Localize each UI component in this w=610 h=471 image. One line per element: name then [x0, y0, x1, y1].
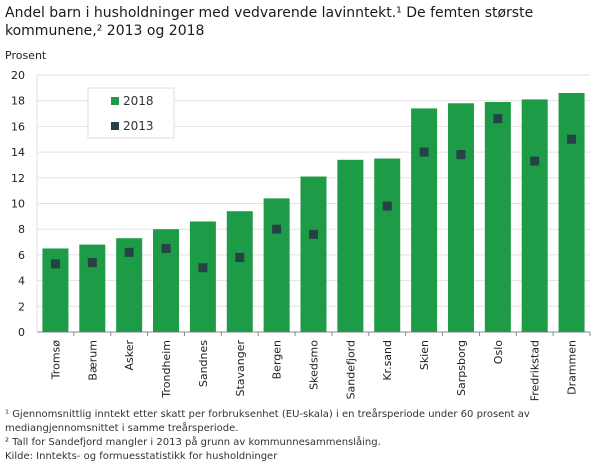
y-tick-label: 20	[11, 69, 25, 82]
x-tick-label: Bærum	[86, 340, 99, 381]
x-tick-label: Oslo	[492, 340, 505, 364]
x-tick-label: Sandnes	[197, 340, 210, 387]
x-tick-label: Stavanger	[234, 340, 247, 397]
x-tick-label: Kr.sand	[381, 340, 394, 381]
x-tick-label: Asker	[123, 340, 136, 371]
bar-2018	[484, 101, 511, 332]
bar-2018	[411, 108, 438, 332]
legend-swatch-2013	[111, 122, 119, 130]
marker-2013	[198, 263, 208, 273]
y-axis-label: Prosent	[5, 49, 47, 62]
marker-2013	[456, 150, 466, 160]
y-tick-label: 4	[18, 275, 25, 288]
y-tick-label: 14	[11, 146, 25, 159]
marker-2013	[419, 147, 429, 157]
marker-2013	[87, 258, 97, 268]
bar-2018	[558, 92, 585, 333]
source-note: Kilde: Inntekts- og formuesstatistikk fo…	[5, 451, 278, 462]
x-tick-label: Fredrikstad	[529, 340, 542, 401]
marker-2013	[50, 259, 60, 269]
y-tick-label: 0	[18, 326, 25, 339]
x-tick-label: Tromsø	[49, 340, 62, 381]
bar-2018	[337, 159, 364, 332]
marker-2013	[124, 247, 134, 257]
chart-title: Andel barn i husholdninger med vedvarend…	[5, 5, 534, 39]
x-tick-label: Skien	[418, 340, 431, 370]
y-tick-label: 12	[11, 172, 25, 185]
x-tick-label: Bergen	[271, 340, 284, 379]
footnote-1: ¹ Gjennomsnittlig inntekt etter skatt pe…	[5, 409, 530, 434]
legend-box	[87, 87, 175, 139]
x-tick-label: Drammen	[566, 340, 579, 395]
bar-2018	[300, 176, 327, 332]
marker-2013	[161, 243, 171, 253]
legend-swatch-2018	[111, 97, 119, 105]
bar-2018	[374, 158, 401, 332]
marker-2013	[530, 156, 540, 166]
bar-2018	[447, 103, 474, 333]
footnote-2: ² Tall for Sandefjord mangler i 2013 på …	[5, 437, 381, 448]
x-tick-label: Sandefjord	[344, 340, 357, 399]
bar-2018	[226, 211, 253, 332]
marker-2013	[272, 224, 282, 234]
marker-2013	[235, 252, 245, 262]
x-tick-label: Trondheim	[160, 340, 173, 399]
y-tick-label: 18	[11, 95, 25, 108]
bar-2018	[263, 198, 290, 332]
legend-label-2013: 2013	[123, 119, 154, 133]
x-tick-label: Sarpsborg	[455, 340, 468, 396]
legend-label-2018: 2018	[123, 94, 154, 108]
marker-2013	[382, 201, 392, 211]
marker-2013	[493, 114, 503, 124]
bar-2018	[189, 221, 216, 332]
y-tick-label: 16	[11, 120, 25, 133]
bar-2018	[79, 244, 106, 332]
y-tick-label: 2	[18, 300, 25, 313]
x-tick-label: Skedsmo	[308, 340, 321, 390]
y-tick-label: 8	[18, 223, 25, 236]
y-tick-label: 6	[18, 249, 25, 262]
marker-2013	[309, 229, 318, 239]
bar-2018	[521, 99, 548, 332]
marker-2013	[567, 134, 577, 144]
y-tick-label: 10	[11, 198, 25, 211]
